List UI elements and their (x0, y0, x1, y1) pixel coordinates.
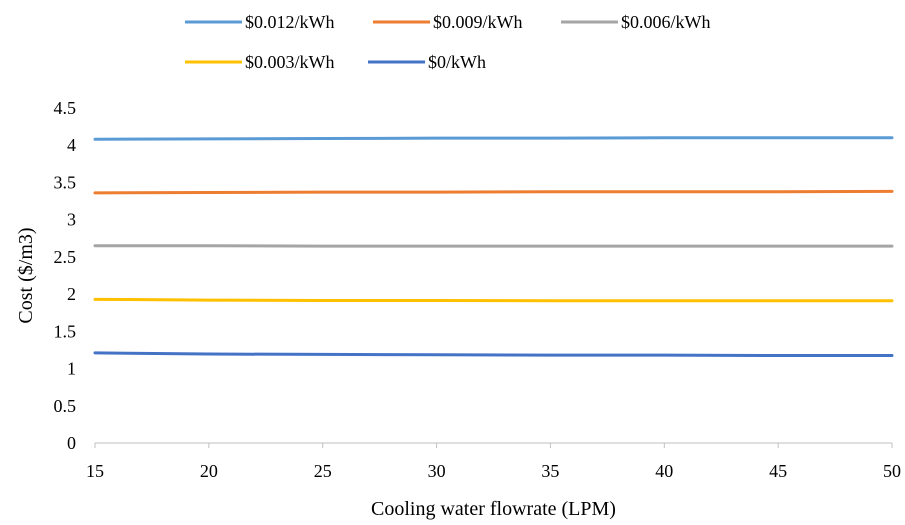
y-axis-label: Cost ($/m3) (15, 227, 37, 323)
x-tick-label: 35 (541, 461, 559, 481)
x-tick-label: 40 (655, 461, 673, 481)
x-tick-label: 50 (883, 461, 901, 481)
x-axis-label: Cooling water flowrate (LPM) (371, 498, 616, 520)
x-tick-label: 45 (769, 461, 787, 481)
x-tick-label: 30 (428, 461, 446, 481)
y-tick-label: 4 (67, 135, 76, 155)
y-tick-label: 3.5 (54, 172, 77, 192)
y-axis-ticks: 0 0.5 1 1.5 2 2.5 3 3.5 4 4.5 (54, 98, 77, 453)
x-axis-ticks: 15 20 25 30 35 40 45 50 (86, 443, 901, 481)
series-line-4 (93, 351, 894, 358)
series-line-3 (93, 297, 894, 303)
legend-label: $0.003/kWh (245, 52, 335, 72)
y-tick-label: 1.5 (54, 321, 77, 341)
y-tick-label: 0 (67, 433, 76, 453)
y-tick-label: 0.5 (54, 396, 77, 416)
x-tick-label: 20 (200, 461, 218, 481)
series-line-1 (93, 189, 894, 195)
y-tick-label: 1 (67, 359, 76, 379)
legend-label: $0/kWh (428, 52, 486, 72)
series-lines (93, 136, 894, 358)
y-tick-label: 2.5 (54, 247, 77, 267)
legend-label: $0.009/kWh (433, 12, 523, 32)
plot-area: 15 20 25 30 35 40 45 50 0 0.5 1 1.5 2 2.5 3 3.5 4 4.5 (54, 98, 902, 481)
legend: $0.012/kWh $0.009/kWh $0.006/kWh $0.003/kWh… (185, 12, 711, 72)
y-tick-label: 4.5 (54, 98, 77, 118)
legend-label: $0.006/kWh (621, 12, 711, 32)
legend-label: $0.012/kWh (245, 12, 335, 32)
y-tick-label: 2 (67, 284, 76, 304)
series-line-0 (93, 136, 894, 141)
x-tick-label: 25 (314, 461, 332, 481)
y-tick-label: 3 (67, 210, 76, 230)
x-tick-label: 15 (86, 461, 104, 481)
